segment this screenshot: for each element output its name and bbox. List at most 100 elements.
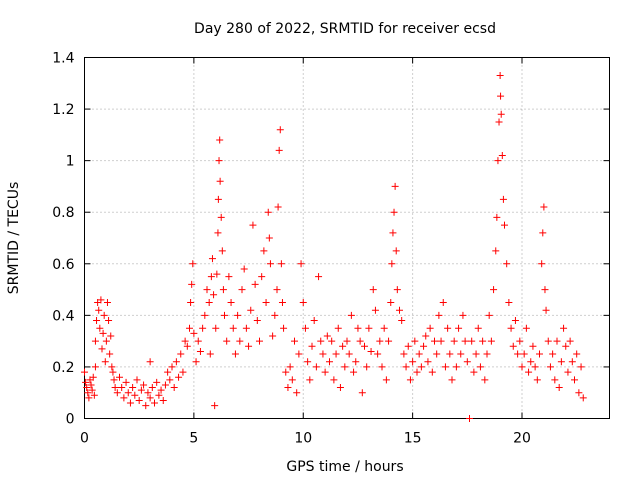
data-point: [96, 324, 104, 332]
data-point: [93, 317, 101, 325]
data-point: [481, 376, 489, 384]
data-point: [494, 157, 502, 165]
data-point: [98, 345, 106, 353]
data-point: [148, 384, 156, 392]
data-point: [274, 203, 282, 211]
plot-frame: [84, 57, 610, 419]
data-point: [227, 298, 235, 306]
data-point: [431, 337, 438, 345]
y-tick-label: 0.8: [52, 205, 74, 221]
data-point: [495, 118, 503, 126]
data-point: [129, 384, 137, 392]
data-point: [273, 286, 281, 294]
data-point: [90, 391, 98, 399]
data-point: [181, 337, 189, 345]
data-point: [546, 363, 554, 371]
data-point: [413, 368, 421, 376]
x-tick-label: 15: [404, 431, 422, 447]
data-point: [389, 229, 397, 237]
data-point: [498, 151, 506, 159]
data-point: [87, 381, 95, 389]
data-point: [371, 306, 379, 314]
data-point: [164, 368, 172, 376]
data-point: [151, 399, 158, 407]
x-tick-label: 0: [80, 431, 89, 447]
data-point: [251, 280, 259, 288]
data-point: [390, 208, 398, 216]
data-point: [531, 363, 539, 371]
data-point: [218, 247, 226, 255]
data-point: [103, 298, 111, 306]
x-tick-label: 20: [513, 431, 531, 447]
data-point: [216, 177, 224, 185]
data-point: [435, 311, 443, 319]
data-point: [118, 384, 126, 392]
data-point: [225, 273, 233, 281]
data-point: [328, 337, 336, 345]
data-point: [166, 376, 174, 384]
data-point: [142, 402, 150, 410]
data-point: [474, 324, 482, 332]
data-point: [426, 324, 434, 332]
data-point: [161, 381, 169, 389]
data-point: [271, 311, 279, 319]
data-point: [85, 394, 93, 402]
data-point: [501, 221, 508, 229]
data-point: [406, 376, 414, 384]
data-point: [124, 389, 132, 397]
data-point: [417, 363, 425, 371]
data-point: [463, 358, 471, 366]
data-point: [192, 358, 200, 366]
data-point: [520, 350, 528, 358]
data-point: [555, 384, 563, 392]
data-point: [387, 298, 395, 306]
y-tick-label: 0.2: [52, 360, 74, 376]
grid-lines: [84, 57, 610, 419]
data-point: [380, 324, 388, 332]
data-point: [551, 376, 559, 384]
data-point: [487, 337, 495, 345]
data-point: [336, 384, 344, 392]
data-point: [108, 363, 116, 371]
data-point: [188, 280, 196, 288]
data-point: [541, 286, 549, 294]
data-point: [211, 402, 219, 410]
data-point: [525, 368, 533, 376]
data-point: [100, 311, 108, 319]
data-point: [186, 324, 193, 332]
data-point: [216, 136, 224, 144]
data-point: [492, 247, 500, 255]
data-point: [175, 373, 183, 381]
data-point: [354, 324, 362, 332]
data-point: [540, 203, 548, 211]
data-point: [291, 337, 298, 345]
data-point: [189, 260, 197, 268]
data-point: [297, 260, 305, 268]
data-point: [439, 298, 447, 306]
data-point: [363, 363, 371, 371]
data-point: [106, 350, 114, 358]
data-point: [308, 342, 316, 350]
data-point: [557, 358, 565, 366]
data-point: [110, 376, 118, 384]
data-point: [234, 311, 242, 319]
data-point: [378, 363, 386, 371]
data-point: [326, 358, 333, 366]
data-point: [278, 298, 286, 306]
data-point: [146, 394, 154, 402]
data-point: [420, 342, 428, 350]
data-point: [120, 394, 128, 402]
data-point: [511, 317, 519, 325]
data-point: [367, 347, 375, 355]
data-point: [91, 337, 99, 345]
data-point: [293, 389, 301, 397]
data-point: [568, 358, 576, 366]
data-point: [131, 391, 139, 399]
data-point: [466, 415, 473, 422]
data-point: [205, 298, 213, 306]
data-point: [345, 350, 353, 358]
x-axis-label: GPS time / hours: [286, 459, 403, 475]
data-point: [196, 347, 204, 355]
data-point: [217, 213, 225, 221]
data-point: [428, 368, 436, 376]
